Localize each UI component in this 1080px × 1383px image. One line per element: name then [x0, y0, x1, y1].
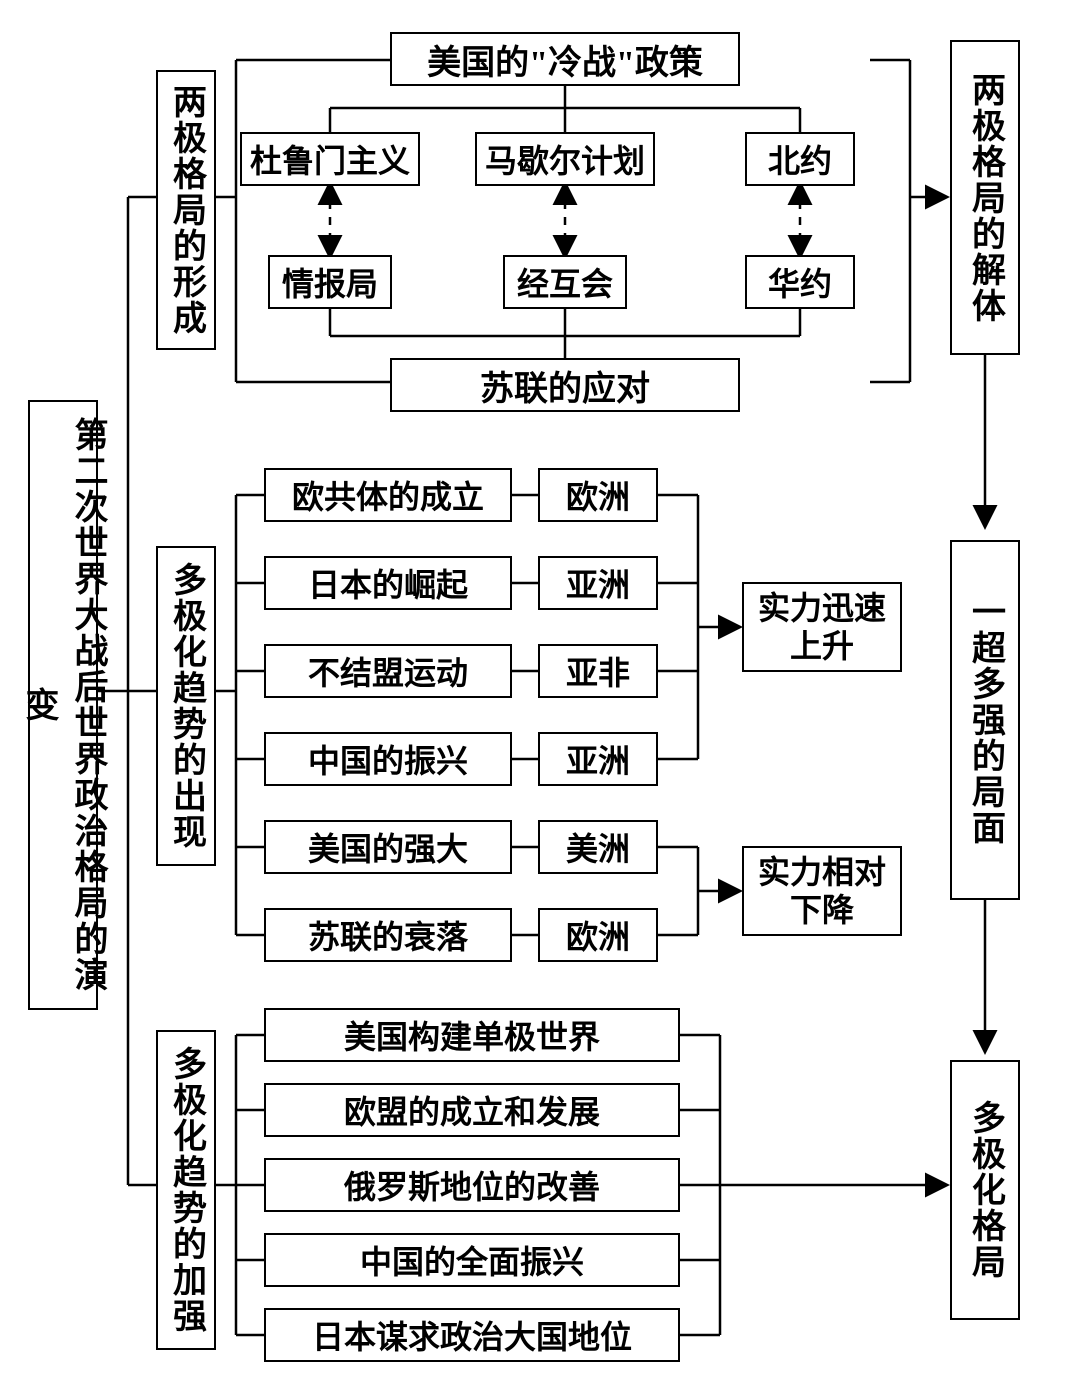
s2-row-4-left: 美国的强大	[264, 820, 512, 874]
s3-row-0: 美国构建单极世界	[264, 1008, 680, 1062]
s2-row-1-left: 日本的崛起	[264, 556, 512, 610]
s3-row-2: 俄罗斯地位的改善	[264, 1158, 680, 1212]
root-title: 第二次世界大战后世界政治格局的演变	[28, 400, 98, 1010]
s2-outcome-up: 实力迅速上升	[742, 582, 902, 672]
s2-row-0-left: 欧共体的成立	[264, 468, 512, 522]
s2-row-5-region: 欧洲	[538, 908, 658, 962]
s3-right: 多极化格局	[950, 1060, 1020, 1320]
s1-title: 两极格局的形成	[156, 70, 216, 350]
s1-us-row-0: 杜鲁门主义	[240, 132, 420, 186]
s2-title: 多极化趋势的出现	[156, 546, 216, 866]
s2-outcome-down: 实力相对下降	[742, 846, 902, 936]
s3-row-3: 中国的全面振兴	[264, 1233, 680, 1287]
s1-ussr-response: 苏联的应对	[390, 358, 740, 412]
s2-row-0-region: 欧洲	[538, 468, 658, 522]
s1-ussr-row-2: 华约	[745, 255, 855, 309]
s1-us-policy: 美国的"冷战"政策	[390, 32, 740, 86]
s1-ussr-row-0: 情报局	[268, 255, 392, 309]
s2-right: 一超多强的局面	[950, 540, 1020, 900]
s3-row-1: 欧盟的成立和发展	[264, 1083, 680, 1137]
s2-row-2-region: 亚非	[538, 644, 658, 698]
s2-row-2-left: 不结盟运动	[264, 644, 512, 698]
s1-us-row-2: 北约	[745, 132, 855, 186]
s1-right: 两极格局的解体	[950, 40, 1020, 355]
s2-row-4-region: 美洲	[538, 820, 658, 874]
s2-row-3-region: 亚洲	[538, 732, 658, 786]
s3-title: 多极化趋势的加强	[156, 1030, 216, 1350]
s3-row-4: 日本谋求政治大国地位	[264, 1308, 680, 1362]
s1-us-row-1: 马歇尔计划	[475, 132, 655, 186]
s1-ussr-row-1: 经互会	[503, 255, 627, 309]
s2-row-5-left: 苏联的衰落	[264, 908, 512, 962]
s2-row-1-region: 亚洲	[538, 556, 658, 610]
s2-row-3-left: 中国的振兴	[264, 732, 512, 786]
